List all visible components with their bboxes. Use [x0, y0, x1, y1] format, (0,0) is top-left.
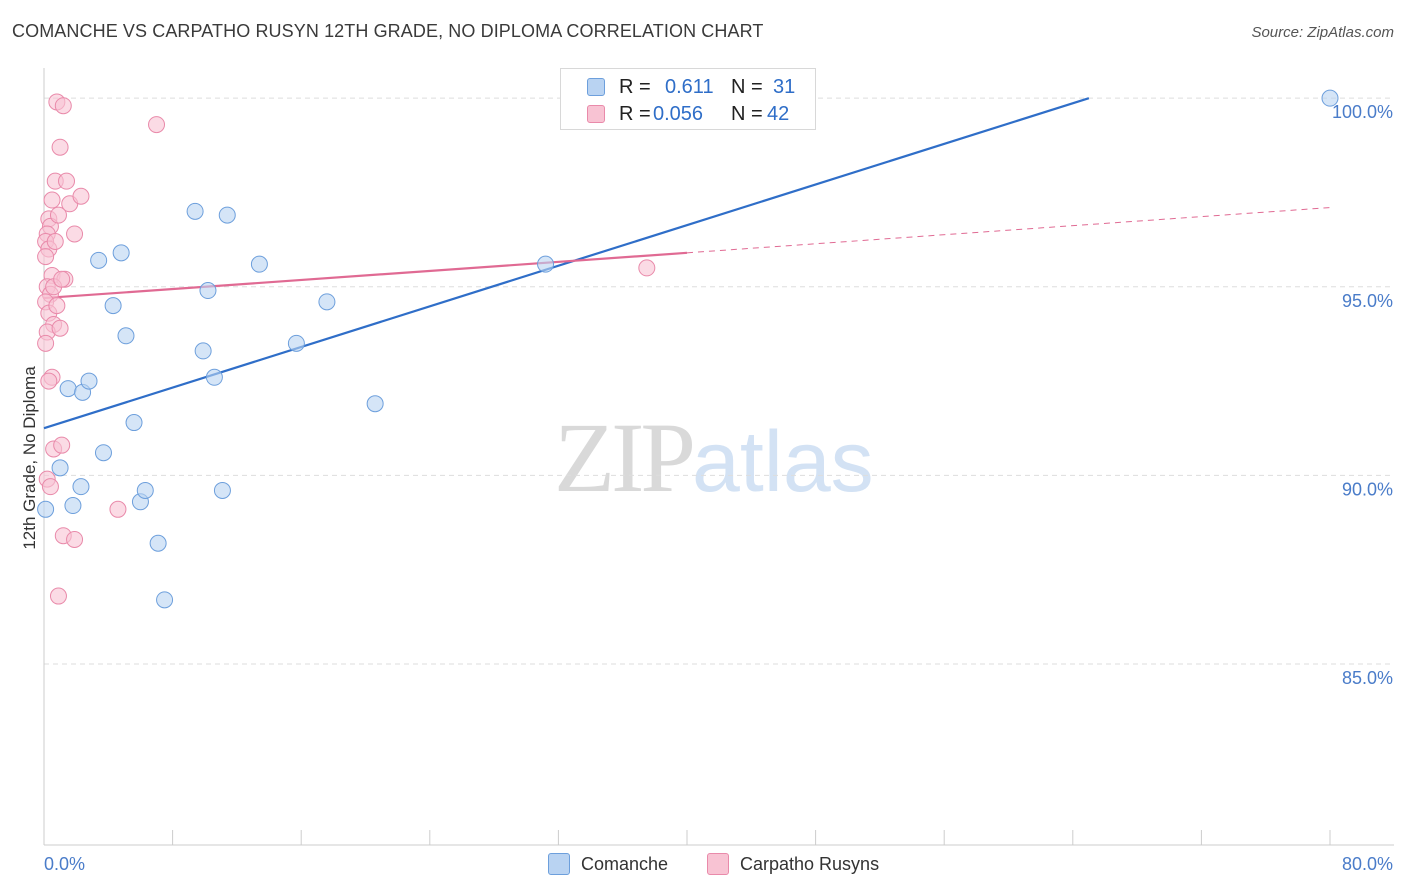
carpatho-rusyn-point [49, 206, 67, 224]
y-tick-label: 95.0% [1342, 291, 1393, 311]
axes [43, 68, 1394, 846]
carpatho-rusyn-point [37, 334, 55, 352]
comanche-point [117, 327, 135, 345]
carpatho-rusyn-point [66, 225, 84, 243]
comanche-point [205, 368, 223, 386]
x-tick-label: 80.0% [1342, 854, 1393, 874]
comanche-point [104, 297, 122, 315]
y-tick-label: 100.0% [1332, 102, 1393, 122]
n-value: 31 [773, 76, 796, 98]
comanche-point [90, 251, 108, 269]
carpatho-rusyn-point [109, 500, 127, 518]
carpatho-rusyn-point [66, 530, 84, 548]
correlation-stats-box: R = 0.611 N = 31 R = 0.056 N = 42 [560, 68, 816, 130]
comanche-point [287, 334, 305, 352]
comanche-point [537, 255, 555, 273]
carpatho-rusyn-point [41, 478, 59, 496]
comanche-point [72, 478, 90, 496]
legend-label: Carpatho Rusyns [740, 854, 880, 874]
comanche-point [218, 206, 236, 224]
y-tick-label: 90.0% [1342, 479, 1393, 499]
comanche-point [51, 459, 69, 477]
comanche-swatch [587, 78, 605, 96]
watermark-zip: ZIP [554, 402, 696, 513]
rusyn-trend-extension [686, 207, 1331, 254]
zipatlas-watermark: ZIPatlas [554, 400, 874, 515]
carpatho-rusyn-point [51, 138, 69, 156]
tick-labels: 85.0% 90.0% 95.0% 100.0% 0.0% 80.0% [44, 102, 1393, 874]
comanche-trend-line [43, 97, 1090, 430]
comanche-point [194, 342, 212, 360]
carpatho-rusyn-point [638, 259, 656, 277]
carpatho-rusyn-point [53, 436, 71, 454]
comanche-point [37, 500, 55, 518]
chart-title: COMANCHE VS CARPATHO RUSYN 12TH GRADE, N… [12, 21, 764, 41]
rusyn-trend-line [43, 251, 688, 300]
n-value: 42 [767, 103, 790, 125]
comanche-point [112, 244, 130, 262]
comanche-point [80, 372, 98, 390]
carpatho-rusyn-point [51, 319, 69, 337]
r-label: R = [619, 76, 651, 98]
watermark-atlas: atlas [692, 414, 874, 510]
comanche-point [94, 444, 112, 462]
comanche-legend-swatch [548, 853, 570, 875]
comanche-point [366, 395, 384, 413]
comanche-point [1321, 89, 1339, 107]
carpatho-rusyn-point [49, 587, 67, 605]
y-tick-label: 85.0% [1342, 668, 1393, 688]
n-label: N = [731, 103, 763, 125]
comanche-point [199, 282, 217, 300]
chart-legend: Comanche Carpatho Rusyns [0, 853, 1406, 879]
comanche-point [250, 255, 268, 273]
r-label: R = [619, 103, 651, 125]
carpatho-rusyn-point [54, 97, 72, 115]
comanche-point [213, 481, 231, 499]
rusyn-legend-swatch [707, 853, 729, 875]
r-value: 0.056 [653, 103, 704, 125]
stats-row-rusyn: R = 0.056 N = 42 [561, 101, 817, 127]
carpatho-rusyn-point [58, 172, 76, 190]
carpatho-rusyn-point [53, 270, 71, 288]
n-label: N = [731, 76, 763, 98]
comanche-point [149, 534, 167, 552]
carpatho-rusyn-point [40, 372, 58, 390]
comanche-point [186, 202, 204, 220]
comanche-point [318, 293, 336, 311]
carpatho-rusyn-point [148, 116, 166, 134]
comanche-point [125, 414, 143, 432]
y-axis-title: 12th Grade, No Diploma [20, 366, 39, 550]
comanche-point [136, 481, 154, 499]
carpatho-rusyn-point [46, 233, 64, 251]
data-points [37, 89, 1339, 609]
grid-lines [44, 97, 1394, 665]
comanche-point [59, 380, 77, 398]
comanche-point [64, 497, 82, 515]
rusyn-swatch [587, 105, 605, 123]
carpatho-rusyn-point [72, 187, 90, 205]
stats-row-comanche: R = 0.611 N = 31 [561, 74, 817, 100]
comanche-point [156, 591, 174, 609]
trend-lines [43, 97, 1331, 430]
carpatho-rusyn-point [48, 297, 66, 315]
r-value: 0.611 [665, 76, 714, 98]
carpatho-rusyn-point [43, 191, 61, 209]
source-credit[interactable]: Source: ZipAtlas.com [1251, 24, 1394, 41]
legend-label: Comanche [581, 854, 669, 874]
x-tick-label: 0.0% [44, 854, 85, 874]
carpatho-rusyn-point [37, 248, 55, 266]
